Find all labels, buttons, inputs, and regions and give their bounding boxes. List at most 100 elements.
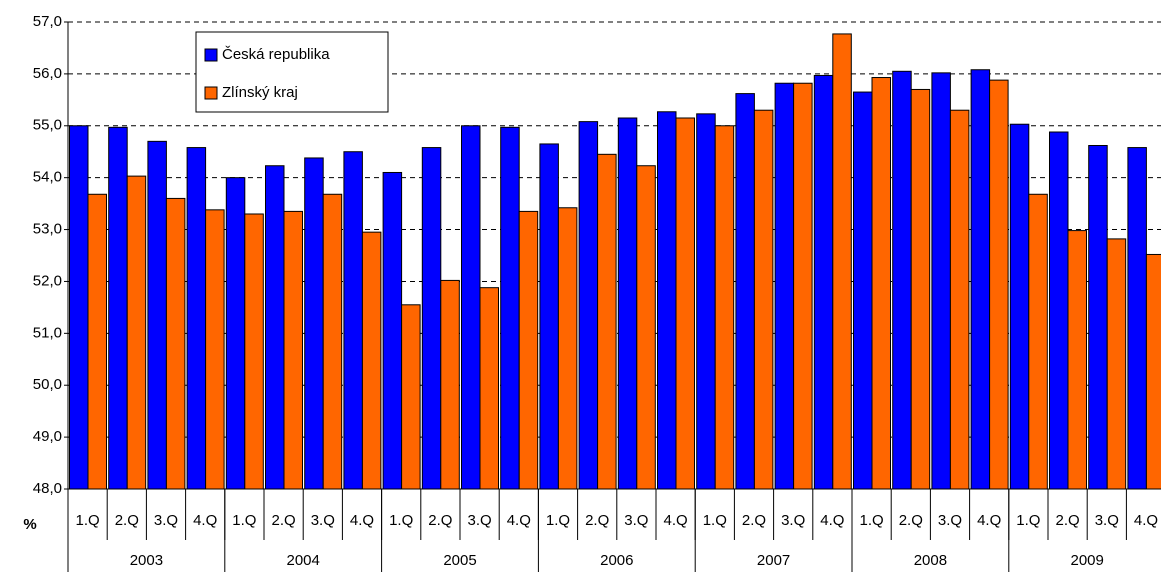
- x-tick-label: 1.Q: [546, 512, 570, 529]
- bar: [205, 209, 225, 490]
- bar: [989, 79, 1009, 490]
- bar: [1067, 230, 1087, 490]
- x-tick-label: 1.Q: [389, 512, 413, 529]
- x-tick-label: 2.Q: [272, 512, 296, 529]
- bar: [871, 77, 891, 490]
- bar: [343, 151, 363, 490]
- bar: [283, 210, 303, 490]
- bar: [322, 193, 343, 490]
- bar: [69, 125, 89, 490]
- bar: [518, 210, 539, 490]
- y-axis-label: %: [23, 516, 36, 533]
- bar: [165, 197, 186, 490]
- bar: [461, 125, 481, 490]
- x-tick-label: 1.Q: [703, 512, 727, 529]
- bar: [440, 279, 460, 490]
- bar: [1145, 253, 1161, 490]
- bar: [557, 207, 578, 490]
- bar: [657, 111, 677, 490]
- y-tick-label: 48,0: [33, 480, 62, 497]
- x-tick-label: 2.Q: [428, 512, 452, 529]
- bar: [361, 231, 382, 490]
- bar: [892, 70, 912, 490]
- x-tick-label: 4.Q: [1134, 512, 1158, 529]
- bar: [244, 213, 264, 490]
- bar: [832, 33, 852, 490]
- bar: [949, 109, 970, 490]
- bar: [853, 91, 873, 490]
- year-label: 2008: [914, 552, 947, 569]
- bar: [1049, 131, 1069, 490]
- y-tick-label: 50,0: [33, 376, 62, 393]
- legend-label: Zlínský kraj: [222, 84, 298, 101]
- year-label: 2007: [757, 552, 790, 569]
- year-label: 2005: [443, 552, 476, 569]
- x-tick-label: 4.Q: [507, 512, 531, 529]
- y-tick-label: 57,0: [33, 13, 62, 30]
- x-tick-label: 1.Q: [76, 512, 100, 529]
- bar: [265, 165, 285, 490]
- bar: [1127, 147, 1147, 490]
- legend-box: [195, 31, 389, 113]
- bar: [126, 175, 147, 490]
- bar: [813, 74, 834, 490]
- x-tick-label: 2.Q: [742, 512, 766, 529]
- legend-swatch: [204, 86, 218, 100]
- y-tick-label: 56,0: [33, 65, 62, 82]
- x-tick-label: 3.Q: [154, 512, 178, 529]
- bar: [970, 69, 991, 490]
- legend-swatch: [204, 48, 218, 62]
- bar: [147, 140, 167, 490]
- year-label: 2004: [287, 552, 320, 569]
- bar: [500, 126, 520, 490]
- bar: [714, 125, 735, 490]
- bar: [87, 193, 107, 490]
- x-tick-label: 2.Q: [585, 512, 609, 529]
- bar: [636, 165, 656, 490]
- y-tick-label: 49,0: [33, 428, 62, 445]
- x-tick-label: 4.Q: [977, 512, 1001, 529]
- bar: [597, 153, 617, 490]
- bar: [696, 113, 716, 490]
- x-tick-label: 3.Q: [781, 512, 805, 529]
- bar: [578, 121, 599, 490]
- bar: [479, 287, 499, 490]
- x-tick-label: 3.Q: [1095, 512, 1119, 529]
- bar: [1028, 193, 1048, 490]
- y-tick-label: 51,0: [33, 324, 62, 341]
- bar: [1009, 123, 1030, 490]
- x-tick-label: 3.Q: [938, 512, 962, 529]
- x-tick-label: 1.Q: [860, 512, 884, 529]
- bar: [1088, 144, 1108, 490]
- x-tick-label: 2.Q: [899, 512, 923, 529]
- y-tick-label: 54,0: [33, 169, 62, 186]
- bar: [186, 147, 207, 490]
- x-tick-label: 1.Q: [232, 512, 256, 529]
- bar: [753, 109, 774, 490]
- x-tick-label: 4.Q: [820, 512, 844, 529]
- bar: [793, 82, 813, 490]
- bar: [617, 117, 638, 490]
- bar: [539, 143, 559, 490]
- bar: [108, 126, 128, 490]
- year-label: 2003: [130, 552, 163, 569]
- x-tick-label: 3.Q: [311, 512, 335, 529]
- x-tick-label: 2.Q: [1056, 512, 1080, 529]
- y-tick-label: 55,0: [33, 117, 62, 134]
- bar: [421, 147, 442, 490]
- bar: [1106, 238, 1127, 490]
- year-label: 2006: [600, 552, 633, 569]
- y-tick-label: 53,0: [33, 221, 62, 238]
- x-tick-label: 1.Q: [1016, 512, 1040, 529]
- bar: [774, 82, 795, 490]
- bar: [931, 72, 951, 490]
- bar: [675, 117, 695, 490]
- bar: [910, 88, 931, 490]
- x-tick-label: 4.Q: [350, 512, 374, 529]
- x-tick-label: 4.Q: [193, 512, 217, 529]
- bar: [225, 177, 246, 490]
- bar: [382, 171, 403, 490]
- bar: [401, 304, 421, 490]
- y-tick-label: 52,0: [33, 272, 62, 289]
